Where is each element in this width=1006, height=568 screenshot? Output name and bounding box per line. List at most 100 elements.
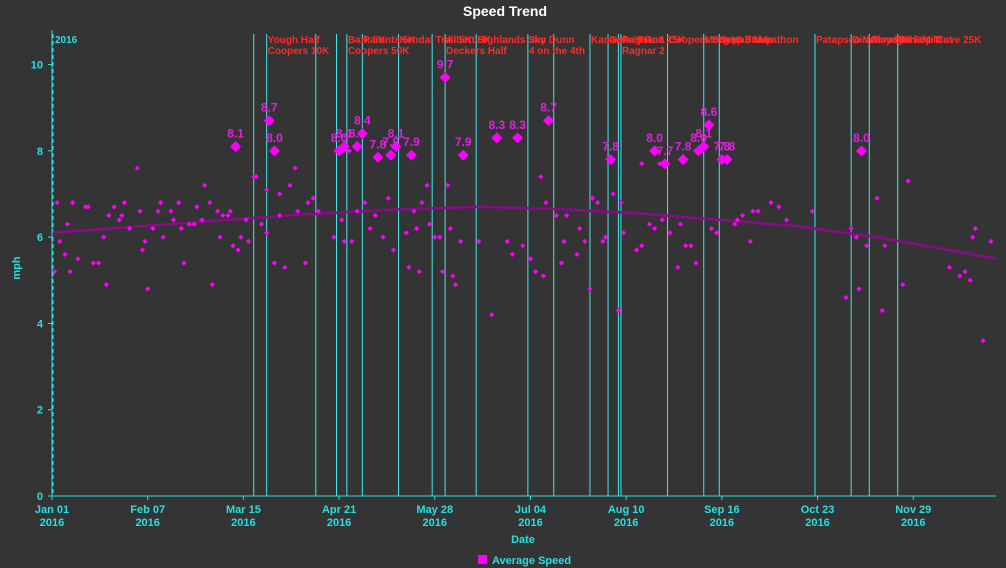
data-point (714, 230, 720, 236)
data-point (75, 256, 81, 262)
trendline-layer (51, 205, 997, 260)
x-tick-label: Jul 04 (515, 504, 547, 516)
highlight-point (512, 132, 524, 144)
data-label: 8.1 (388, 127, 405, 141)
x-tick-label: Feb 07 (130, 504, 165, 516)
x-tick-label: Aug 10 (608, 504, 645, 516)
data-point (543, 199, 549, 206)
data-point (282, 264, 288, 270)
data-point (339, 217, 345, 223)
data-point (245, 238, 252, 245)
data-label: 8.0 (853, 131, 870, 145)
data-point (158, 199, 164, 206)
data-point (856, 286, 862, 292)
x-tick-label-year: 2016 (901, 517, 925, 529)
data-label: 8.1 (336, 127, 353, 141)
legend-label-average-speed: Average Speed (492, 555, 571, 567)
data-point (176, 199, 182, 206)
data-point (972, 225, 978, 232)
data-point (235, 247, 241, 253)
x-tick-label: Sep 16 (704, 504, 739, 516)
data-point (582, 238, 588, 245)
data-point (142, 238, 148, 245)
data-point (67, 269, 73, 275)
data-point (103, 281, 109, 288)
data-point (967, 277, 973, 283)
legend[interactable]: Average Speed (478, 555, 571, 567)
data-point (732, 221, 738, 227)
data-point (776, 204, 782, 210)
data-point (390, 247, 396, 253)
data-point (160, 234, 166, 240)
data-point (957, 273, 963, 279)
data-point (209, 281, 215, 288)
data-point (879, 307, 885, 314)
event-label: Ragnar 1 (622, 35, 665, 46)
data-point (618, 199, 624, 206)
data-point (403, 230, 409, 236)
data-point (292, 165, 298, 171)
data-point (553, 212, 559, 219)
data-point (675, 264, 681, 270)
data-point (489, 312, 495, 318)
data-point (238, 234, 244, 240)
highlight-point (649, 145, 661, 157)
data-point (121, 199, 128, 206)
data-label: 8.4 (354, 114, 371, 128)
x-tick-label: May 28 (416, 504, 453, 516)
x-tick-label-year: 2016 (135, 517, 159, 529)
data-point (258, 221, 265, 227)
data-point (652, 225, 658, 232)
data-label: 7.9 (455, 135, 472, 149)
x-tick-label-year: 2016 (805, 517, 829, 529)
event-label: Dirt Monster 5 Mile (852, 35, 942, 46)
data-point (848, 225, 854, 232)
data-point (95, 260, 102, 266)
data-point (225, 212, 231, 219)
data-point (683, 243, 689, 249)
data-label: 9.7 (437, 57, 454, 71)
data-point (416, 269, 422, 275)
highlight-point (263, 115, 275, 127)
data-point (783, 217, 790, 223)
data-point (372, 212, 378, 219)
x-axis-title: Date (511, 534, 535, 546)
data-point (186, 221, 192, 227)
data-point (439, 269, 446, 275)
highlight-point (372, 151, 384, 163)
y-tick-label: 4 (37, 318, 44, 330)
data-point (509, 251, 515, 257)
event-label: Coopers Stump Jump (669, 35, 773, 46)
data-point (615, 307, 621, 314)
data-label: 7.8 (370, 137, 387, 151)
data-point (693, 260, 699, 266)
x-tick-label-year: 2016 (231, 517, 255, 529)
data-point (558, 260, 565, 266)
data-point (843, 294, 849, 301)
data-point (90, 260, 96, 266)
data-point (214, 208, 221, 214)
data-point (533, 269, 539, 275)
data-point (264, 230, 270, 236)
data-point (750, 208, 756, 214)
data-label: 7.7 (657, 144, 674, 158)
event-label: Patapsco Valley 50K (816, 35, 914, 46)
data-point (385, 195, 391, 201)
data-point (688, 243, 694, 249)
data-point (101, 234, 107, 240)
highlight-point (856, 145, 868, 157)
data-point (191, 221, 197, 227)
data-point (419, 199, 425, 206)
y-tick-label: 0 (37, 491, 43, 503)
event-label: Turkey Trot (899, 35, 953, 46)
data-point (85, 204, 91, 210)
data-point (230, 243, 236, 249)
data-point (134, 165, 140, 171)
data-point (305, 199, 311, 206)
data-point (341, 238, 347, 245)
data-point (227, 208, 234, 214)
data-point (639, 243, 645, 249)
data-point (610, 191, 616, 197)
